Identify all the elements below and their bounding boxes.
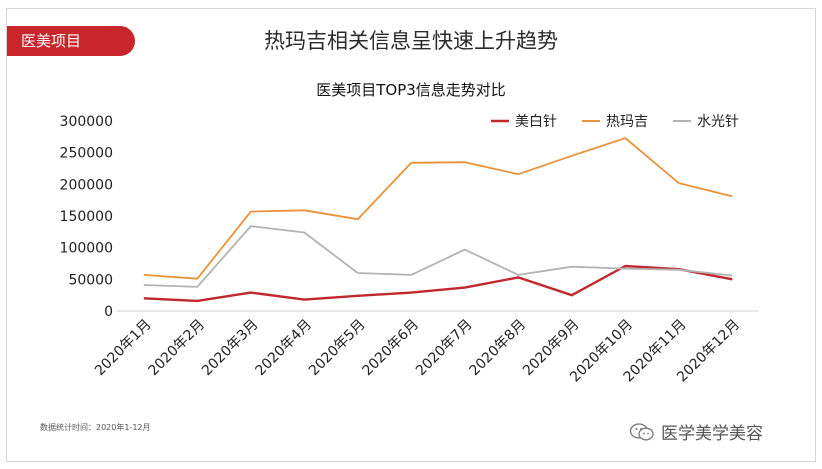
- watermark: 医学美学美容: [629, 419, 763, 444]
- data-period-note: 数据统计时间：2020年1-12月: [40, 423, 151, 432]
- x-tick-label: 2020年3月: [199, 317, 262, 380]
- y-tick-label: 300000: [60, 114, 113, 130]
- x-tick-label: 2020年5月: [306, 317, 369, 380]
- line-chart: 0 50000 100000 150000 200000 250000 300000 202…: [60, 114, 759, 385]
- series-lines: [143, 137, 733, 303]
- y-tick-label: 50000: [68, 272, 113, 288]
- watermark-text: 医学美学美容: [661, 424, 763, 444]
- chart-title: 医美项目TOP3信息走势对比: [316, 81, 506, 99]
- y-tick-label: 200000: [60, 177, 113, 193]
- series-line: [143, 137, 733, 280]
- legend-label: 热玛吉: [606, 114, 648, 130]
- y-axis: 0 50000 100000 150000 200000 250000 300000: [60, 114, 113, 320]
- x-axis: 2020年1月2020年2月2020年3月2020年4月2020年5月2020年…: [92, 310, 759, 385]
- y-tick-label: 0: [104, 304, 113, 320]
- section-tag: 医美项目: [7, 26, 135, 56]
- x-tick-label: 2020年1月: [92, 317, 155, 380]
- y-tick-label: 250000: [60, 146, 113, 162]
- y-tick-label: 100000: [60, 241, 113, 257]
- wechat-icon: [629, 422, 654, 440]
- x-tick-label: 2020年8月: [466, 317, 529, 380]
- series-line: [143, 264, 733, 303]
- x-tick-label: 2020年7月: [413, 317, 476, 380]
- legend-label: 美白针: [515, 114, 557, 130]
- legend-label: 水光针: [697, 114, 739, 130]
- page-title: 热玛吉相关信息呈快速上升趋势: [264, 29, 558, 53]
- x-tick-label: 2020年4月: [252, 317, 315, 380]
- x-tick-label: 2020年2月: [145, 317, 208, 380]
- y-tick-label: 150000: [60, 209, 113, 225]
- legend: 美白针 热玛吉 水光针: [491, 114, 739, 130]
- slide-frame: 医美项目 热玛吉相关信息呈快速上升趋势 医美项目TOP3信息走势对比 0 5000…: [6, 8, 816, 462]
- x-tick-label: 2020年6月: [359, 317, 422, 380]
- series-line: [143, 225, 733, 288]
